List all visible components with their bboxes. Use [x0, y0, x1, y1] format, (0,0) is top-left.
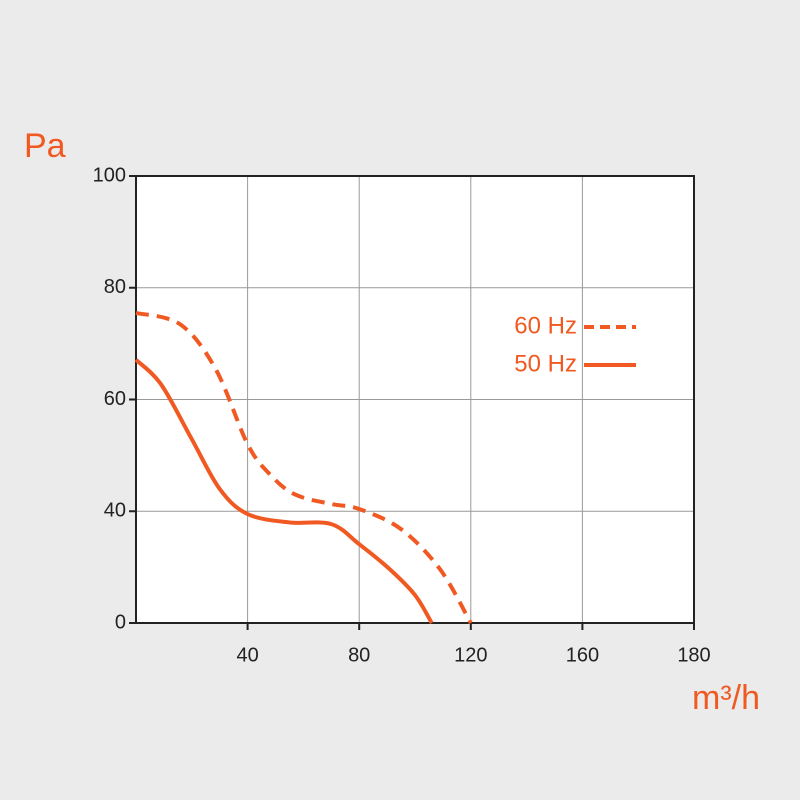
y-axis-label: Pa	[24, 127, 66, 165]
y-tick-label: 60	[104, 388, 126, 410]
plot-border	[135, 175, 695, 624]
y-tick-label: 40	[104, 500, 126, 522]
series-line	[134, 358, 434, 625]
legend-label: 60 Hz	[514, 312, 577, 339]
x-tick-label: 160	[566, 644, 599, 666]
series-line	[135, 310, 473, 624]
y-tick-label: 100	[93, 164, 126, 186]
x-tick-label: 120	[454, 644, 487, 666]
x-tick-label: 80	[348, 644, 370, 666]
y-tick-label: 80	[104, 276, 126, 298]
legend-label: 50 Hz	[514, 350, 577, 377]
x-tick-label: 40	[236, 644, 258, 666]
x-tick-label: 180	[677, 644, 710, 666]
y-tick-label: 0	[115, 611, 126, 633]
x-axis-label: m³/h	[692, 679, 760, 717]
